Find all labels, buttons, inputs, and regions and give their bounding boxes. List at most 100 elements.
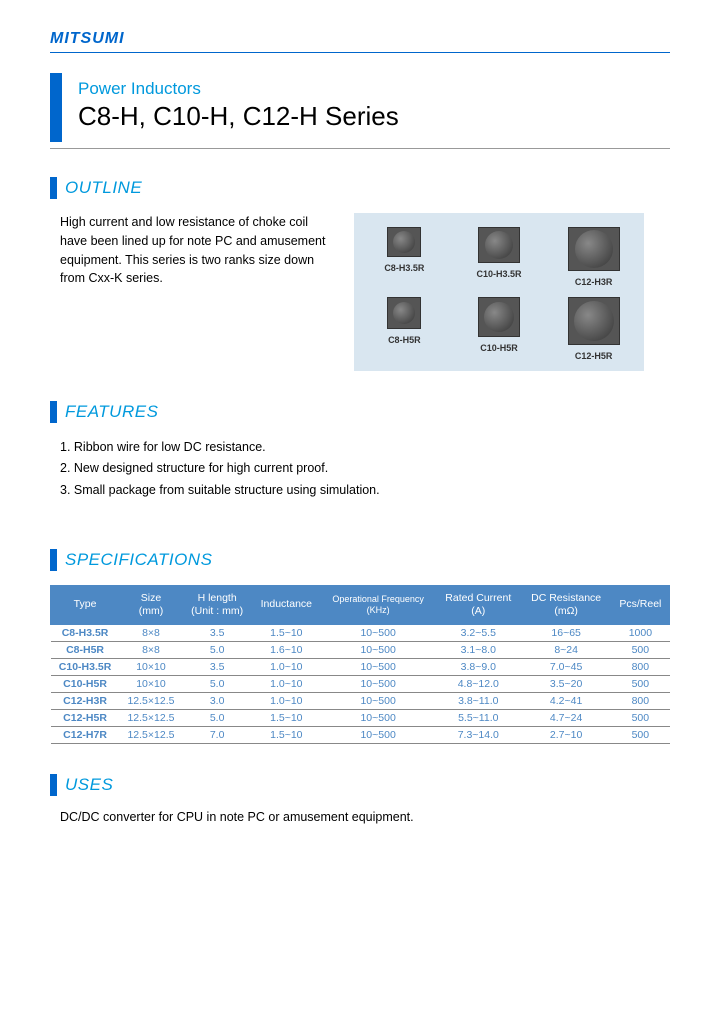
table-cell: 1.0~10	[252, 659, 321, 676]
table-cell: C12-H7R	[51, 727, 120, 744]
section-accent-bar	[50, 549, 57, 571]
table-cell: 10~500	[321, 727, 436, 744]
section-accent-bar	[50, 401, 57, 423]
product-label: C10-H5R	[459, 343, 540, 353]
table-cell: 1.5~10	[252, 727, 321, 744]
table-cell: 5.0	[182, 710, 252, 727]
table-cell: 7.0~45	[521, 659, 611, 676]
table-cell: 5.0	[182, 642, 252, 659]
uses-text: DC/DC converter for CPU in note PC or am…	[50, 810, 670, 824]
brand-logo: MITSUMI	[50, 30, 670, 48]
series-title: C8-H, C10-H, C12-H Series	[78, 101, 399, 132]
table-cell: 10×10	[120, 659, 183, 676]
table-cell: 5.0	[182, 676, 252, 693]
table-cell: C8-H3.5R	[51, 625, 120, 642]
table-cell: 1.5~10	[252, 710, 321, 727]
table-cell: C10-H3.5R	[51, 659, 120, 676]
inductor-icon	[478, 297, 520, 337]
table-header: Size(mm)	[120, 585, 183, 624]
product-label: C12-H5R	[553, 351, 634, 361]
product-label: C8-H3.5R	[364, 263, 445, 273]
table-cell: 3.5~20	[521, 676, 611, 693]
table-header: Pcs/Reel	[611, 585, 669, 624]
section-header-specs: SPECIFICATIONS	[50, 549, 670, 571]
table-cell: 10~500	[321, 625, 436, 642]
table-row: C10-H5R10×105.01.0~1010~5004.8~12.03.5~2…	[51, 676, 670, 693]
table-cell: 800	[611, 659, 669, 676]
table-cell: 4.2~41	[521, 693, 611, 710]
brand-underline	[50, 52, 670, 53]
product-cell: C12-H5R	[553, 297, 634, 361]
table-cell: 1.5~10	[252, 625, 321, 642]
product-cell: C10-H5R	[459, 297, 540, 361]
section-header-outline: OUTLINE	[50, 177, 670, 199]
product-gallery: C8-H3.5R C10-H3.5R C12-H3R C8-H5R C10-H5R C12…	[354, 213, 644, 371]
product-cell: C8-H3.5R	[364, 227, 445, 287]
table-cell: 12.5×12.5	[120, 710, 183, 727]
table-cell: 8~24	[521, 642, 611, 659]
product-cell: C10-H3.5R	[459, 227, 540, 287]
table-cell: 1.0~10	[252, 693, 321, 710]
table-cell: 10~500	[321, 693, 436, 710]
section-title-outline: OUTLINE	[65, 178, 142, 198]
table-cell: 500	[611, 727, 669, 744]
specifications-table: TypeSize(mm)H length(Unit : mm)Inductanc…	[50, 585, 670, 744]
table-cell: 2.7~10	[521, 727, 611, 744]
table-cell: C10-H5R	[51, 676, 120, 693]
section-accent-bar	[50, 774, 57, 796]
table-cell: 3.2~5.5	[436, 625, 522, 642]
inductor-icon	[568, 227, 620, 271]
table-header: Inductance	[252, 585, 321, 624]
table-cell: 3.0	[182, 693, 252, 710]
table-header: Type	[51, 585, 120, 624]
table-header: Operational Frequency(KHz)	[321, 585, 436, 624]
table-header: DC Resistance(mΩ)	[521, 585, 611, 624]
table-cell: 8×8	[120, 625, 183, 642]
table-row: C8-H3.5R8×83.51.5~1010~5003.2~5.516~6510…	[51, 625, 670, 642]
table-cell: 10×10	[120, 676, 183, 693]
inductor-icon	[387, 297, 421, 329]
table-row: C8-H5R8×85.01.6~1010~5003.1~8.08~24500	[51, 642, 670, 659]
table-row: C12-H5R12.5×12.55.01.5~1010~5005.5~11.04…	[51, 710, 670, 727]
product-label: C8-H5R	[364, 335, 445, 345]
product-cell: C8-H5R	[364, 297, 445, 361]
table-cell: 3.5	[182, 625, 252, 642]
table-cell: 3.1~8.0	[436, 642, 522, 659]
table-cell: 1.6~10	[252, 642, 321, 659]
table-cell: 10~500	[321, 659, 436, 676]
table-cell: C12-H3R	[51, 693, 120, 710]
table-cell: 12.5×12.5	[120, 727, 183, 744]
table-cell: 12.5×12.5	[120, 693, 183, 710]
table-cell: 8×8	[120, 642, 183, 659]
table-cell: 7.0	[182, 727, 252, 744]
table-cell: 10~500	[321, 642, 436, 659]
table-cell: C8-H5R	[51, 642, 120, 659]
datasheet-page: MITSUMI Power Inductors C8-H, C10-H, C12…	[0, 0, 720, 854]
table-cell: 800	[611, 693, 669, 710]
product-label: C10-H3.5R	[459, 269, 540, 279]
inductor-icon	[568, 297, 620, 345]
table-cell: 4.8~12.0	[436, 676, 522, 693]
outline-text: High current and low resistance of choke…	[50, 213, 330, 371]
section-header-features: FEATURES	[50, 401, 670, 423]
section-title-uses: USES	[65, 775, 113, 795]
table-row: C12-H3R12.5×12.53.01.0~1010~5003.8~11.04…	[51, 693, 670, 710]
table-cell: C12-H5R	[51, 710, 120, 727]
table-cell: 1.0~10	[252, 676, 321, 693]
table-cell: 1000	[611, 625, 669, 642]
title-underline	[50, 148, 670, 149]
table-cell: 500	[611, 642, 669, 659]
product-cell: C12-H3R	[553, 227, 634, 287]
feature-item: 1. Ribbon wire for low DC resistance.	[60, 437, 670, 458]
feature-item: 3. Small package from suitable structure…	[60, 480, 670, 501]
table-cell: 4.7~24	[521, 710, 611, 727]
table-row: C10-H3.5R10×103.51.0~1010~5003.8~9.07.0~…	[51, 659, 670, 676]
section-title-features: FEATURES	[65, 402, 158, 422]
table-cell: 10~500	[321, 710, 436, 727]
table-cell: 3.8~11.0	[436, 693, 522, 710]
title-accent-bar	[50, 73, 62, 142]
features-list: 1. Ribbon wire for low DC resistance.2. …	[50, 437, 670, 501]
product-label: C12-H3R	[553, 277, 634, 287]
table-header: Rated Current(A)	[436, 585, 522, 624]
table-cell: 500	[611, 710, 669, 727]
